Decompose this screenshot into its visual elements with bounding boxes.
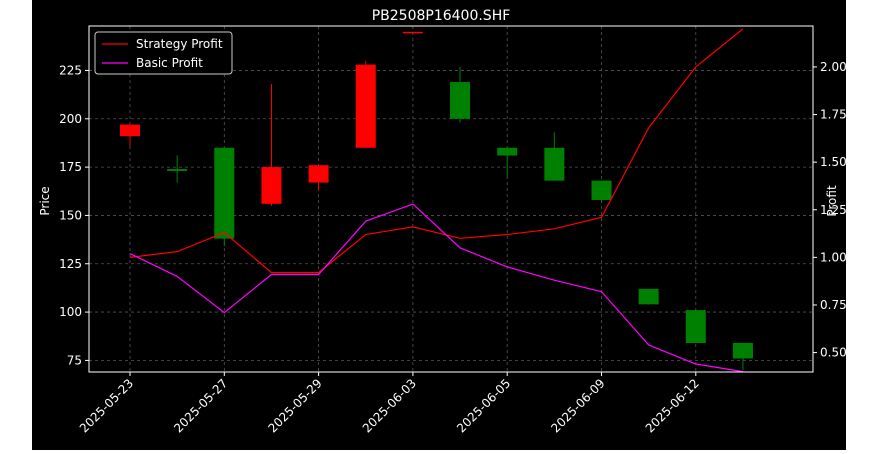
candle-body bbox=[497, 147, 518, 156]
candle-body bbox=[685, 310, 706, 344]
y-axis-label-left: Price bbox=[38, 186, 52, 215]
candle-body bbox=[591, 180, 612, 200]
candle-body bbox=[638, 288, 659, 305]
y-tick-label-right: 1.50 bbox=[820, 155, 846, 169]
y-tick-label-right: 0.50 bbox=[820, 346, 846, 360]
x-tick-label: 2025-05-23 bbox=[77, 376, 136, 435]
y-tick-label-left: 150 bbox=[59, 208, 82, 222]
candle-body bbox=[120, 124, 140, 137]
candle-body bbox=[732, 343, 753, 359]
candle-body bbox=[355, 64, 376, 148]
y-tick-label-left: 100 bbox=[59, 305, 82, 319]
y-tick-label-right: 1.25 bbox=[820, 203, 846, 217]
legend: Strategy Profit Basic Profit bbox=[94, 31, 233, 75]
x-tick-label: 2025-06-12 bbox=[643, 376, 702, 435]
basic-profit-line bbox=[129, 203, 744, 373]
y-tick-label-right: 0.75 bbox=[820, 298, 846, 312]
candle-body bbox=[214, 147, 235, 239]
chart-title: PB2508P16400.SHF bbox=[372, 8, 511, 24]
x-tick-label: 2025-06-03 bbox=[360, 376, 419, 435]
candle-body bbox=[450, 82, 471, 119]
y-axis-label-right: Profit bbox=[825, 185, 839, 217]
y-tick-label-left: 125 bbox=[59, 257, 82, 271]
profit-lines bbox=[129, 28, 744, 373]
chart-figure: PB2508P16400.SHF 75 100 125 150 175 200 225 0.… bbox=[32, 0, 847, 450]
candle-body bbox=[544, 147, 565, 181]
x-tick-label: 2025-05-29 bbox=[266, 376, 325, 435]
candlestick-chart: PB2508P16400.SHF 75 100 125 150 175 200 225 0.… bbox=[38, 8, 847, 435]
candles bbox=[120, 31, 753, 371]
right-axis: 0.50 0.75 1.00 1.25 1.50 1.75 2.00 bbox=[813, 60, 847, 360]
x-tick-label: 2025-05-27 bbox=[171, 376, 230, 435]
y-tick-label-left: 225 bbox=[59, 63, 82, 77]
legend-label-strategy: Strategy Profit bbox=[136, 37, 223, 51]
candle-body bbox=[402, 31, 423, 34]
candle-body bbox=[167, 169, 188, 171]
legend-label-basic: Basic Profit bbox=[136, 56, 203, 70]
candle-body bbox=[308, 165, 329, 183]
legend-box bbox=[94, 31, 233, 75]
plot-frame bbox=[88, 25, 814, 373]
candle-body bbox=[261, 167, 282, 204]
left-axis: 75 100 125 150 175 200 225 bbox=[59, 63, 89, 367]
y-tick-label-left: 200 bbox=[59, 112, 82, 126]
x-tick-label: 2025-06-09 bbox=[548, 376, 607, 435]
y-tick-label-right: 2.00 bbox=[820, 60, 846, 74]
y-tick-label-right: 1.75 bbox=[820, 108, 846, 122]
y-tick-label-right: 1.00 bbox=[820, 250, 846, 264]
strategy-profit-line bbox=[129, 28, 744, 274]
y-tick-label-left: 75 bbox=[67, 353, 82, 367]
x-tick-label: 2025-06-05 bbox=[454, 376, 513, 435]
bottom-axis: 2025-05-23 2025-05-27 2025-05-29 2025-06-03… bbox=[77, 372, 702, 435]
y-tick-label-left: 175 bbox=[59, 160, 82, 174]
